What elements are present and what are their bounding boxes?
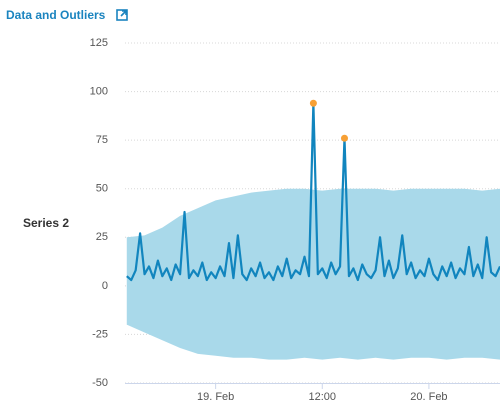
y-tick-label: -50	[92, 377, 108, 389]
y-tick-label: 75	[96, 134, 108, 146]
outlier-point	[309, 99, 317, 107]
y-tick-label: 50	[96, 183, 108, 195]
y-tick-label: 0	[102, 280, 108, 292]
x-tick-label: 19. Feb	[197, 391, 234, 403]
icon-arrow	[120, 10, 127, 17]
y-tick-label: -25	[92, 328, 108, 340]
y-tick-label: 25	[96, 231, 108, 243]
y-tick-label: 125	[90, 37, 108, 49]
outlier-point	[340, 134, 348, 142]
range-band	[126, 188, 500, 360]
y-axis-title: Series 2	[23, 216, 69, 230]
chart-title: Data and Outliers	[6, 8, 106, 22]
export-icon[interactable]	[116, 9, 128, 21]
x-tick-label: 12:00	[309, 391, 337, 403]
x-tick-label: 20. Feb	[410, 391, 447, 403]
icon-frame	[116, 9, 128, 21]
y-tick-label: 100	[90, 85, 108, 97]
